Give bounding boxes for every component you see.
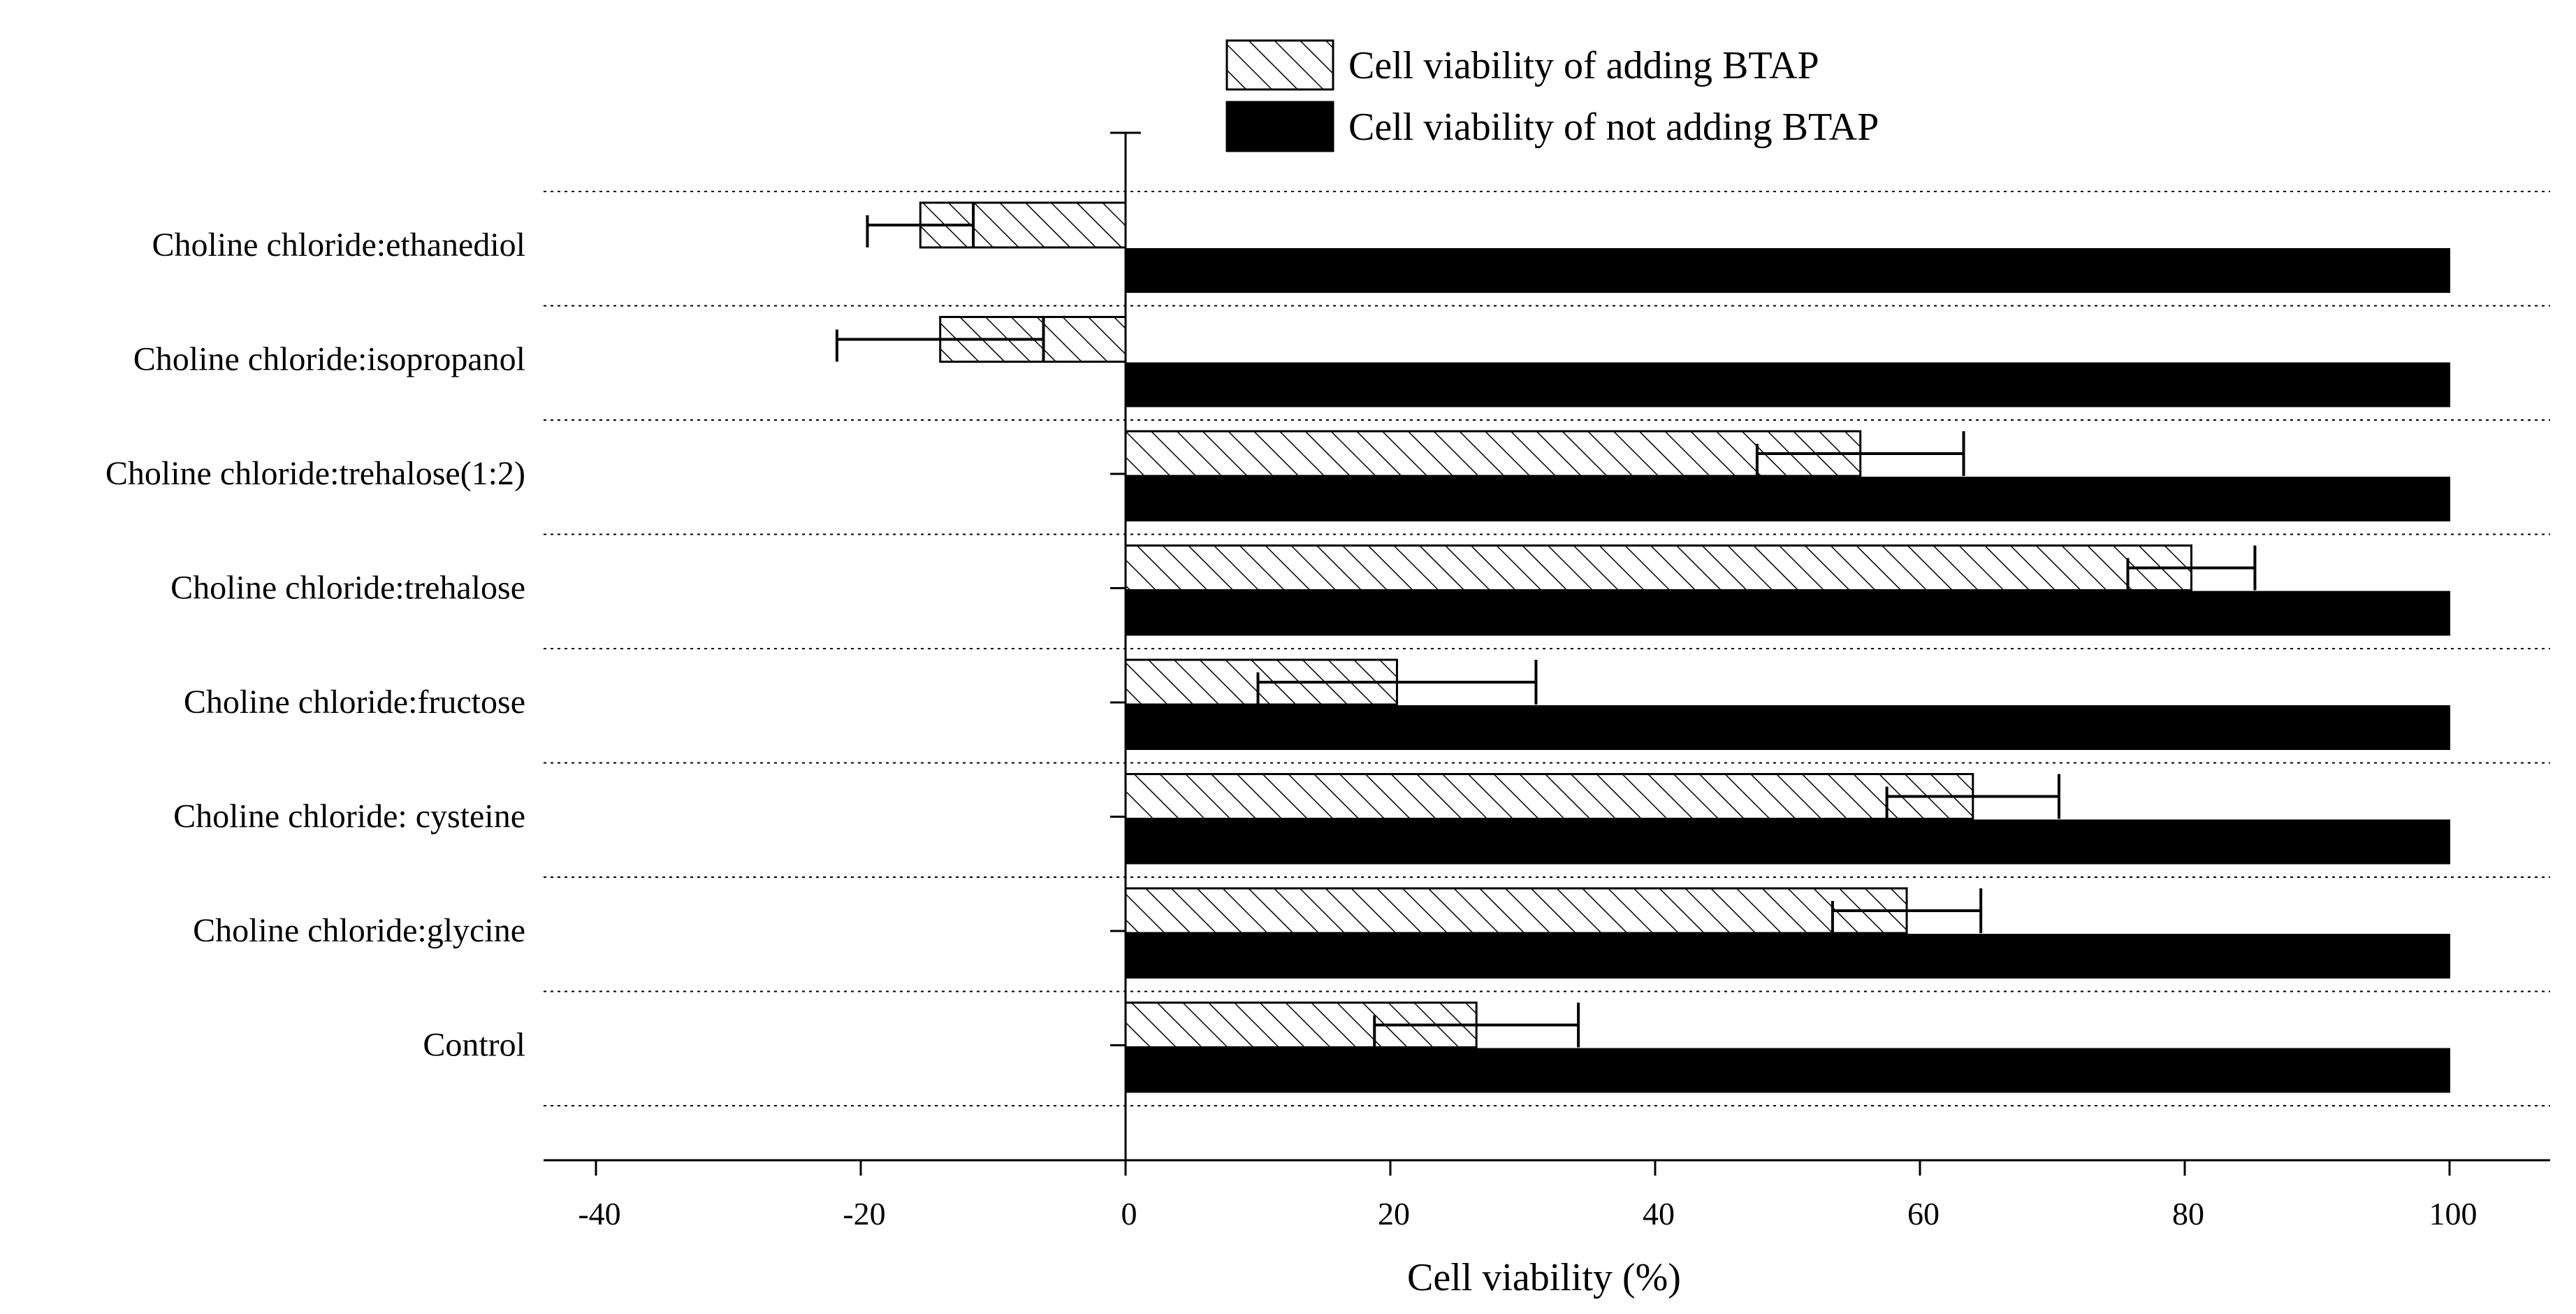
category-label: Control <box>423 1027 525 1064</box>
bar-adding-btap <box>1124 430 1862 477</box>
bar-adding-btap <box>1124 544 2192 591</box>
bar-not-adding-btap <box>1125 248 2450 293</box>
x-tick-label: 0 <box>1121 1196 1137 1232</box>
bar-not-adding-btap <box>1125 591 2450 636</box>
category-label: Choline chloride:isopropanol <box>133 341 525 378</box>
legend-swatch-not-adding-btap <box>1225 101 1334 152</box>
axes <box>544 131 2550 1176</box>
x-tick-label: 20 <box>1378 1196 1410 1232</box>
bars <box>919 201 2450 1093</box>
category-label: Choline chloride:fructose <box>184 684 525 721</box>
x-tick-label: 40 <box>1643 1196 1675 1232</box>
x-tick-label: 80 <box>2172 1196 2204 1232</box>
x-tick-label: -20 <box>843 1196 885 1232</box>
legend: Cell viability of adding BTAP Cell viabil… <box>1225 39 1879 152</box>
x-tick-label: 60 <box>1907 1196 1940 1232</box>
labels: -40 -20 0 20 40 60 80 100 Cell viability (%) Chol… <box>105 226 2477 1299</box>
legend-label-not-adding-btap: Cell viability of not adding BTAP <box>1348 106 1879 149</box>
bar-adding-btap <box>1124 773 1974 820</box>
category-label: Choline chloride: cysteine <box>173 798 525 835</box>
bar-not-adding-btap <box>1125 819 2450 865</box>
error-bars <box>835 203 2257 1048</box>
category-label: Choline chloride:trehalose(1:2) <box>105 455 525 492</box>
legend-swatch-adding-btap <box>1225 39 1334 91</box>
bar-not-adding-btap <box>1125 477 2450 521</box>
category-label: Choline chloride:ethanediol <box>152 226 525 263</box>
category-label: Choline chloride:glycine <box>193 912 525 949</box>
bar-not-adding-btap <box>1125 1048 2450 1093</box>
bar-not-adding-btap <box>1125 934 2450 979</box>
bar-not-adding-btap <box>1125 362 2450 407</box>
bar-adding-btap <box>1124 887 1908 934</box>
x-axis-title: Cell viability (%) <box>1407 1256 1681 1299</box>
grid-lines <box>544 191 2550 1106</box>
category-label: Choline chloride:trehalose <box>170 570 525 607</box>
x-tick-label: -40 <box>578 1196 620 1232</box>
bar-not-adding-btap <box>1125 705 2450 750</box>
x-tick-label: 100 <box>2429 1196 2477 1232</box>
legend-label-adding-btap: Cell viability of adding BTAP <box>1348 44 1819 87</box>
